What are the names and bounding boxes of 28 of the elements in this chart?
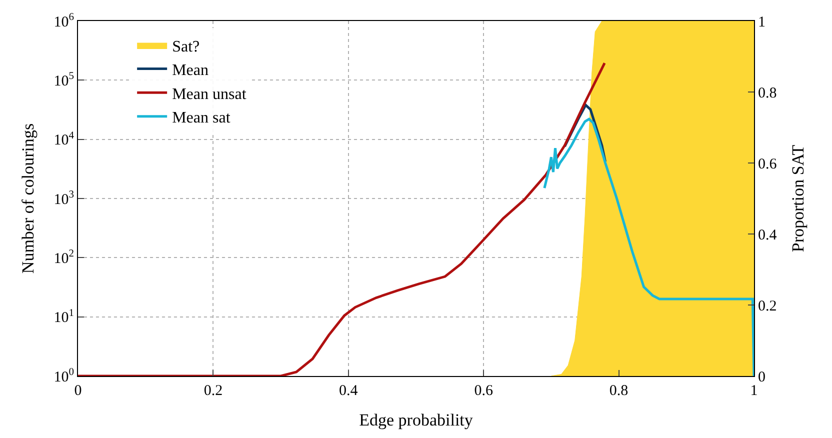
legend-label: Sat? [172,38,200,56]
x-tick-label: 0 [74,383,82,399]
y-tick-label: 10$^{5}$ [54,71,74,90]
line-series [543,118,754,376]
x-tick-label: 0.4 [339,383,358,399]
y2-axis-title: Proportion SAT [788,144,808,252]
x-tick-label: 1 [750,383,758,399]
x-tick-label: 0.6 [474,383,494,399]
y2-tick-label: 0.6 [758,156,778,172]
x-tick-label: 0.8 [609,383,628,399]
y-tick-label: 10$^{6}$ [54,12,74,30]
y2-tick-label: 1 [758,14,766,30]
y2-tick-label: 0.2 [758,298,777,314]
y2-tick-label: 0.4 [758,227,778,244]
y-tick-label: 10$^{1}$ [54,308,74,326]
legend-label: Mean sat [172,110,231,127]
y-tick-label: 10$^{0}$ [54,366,74,386]
legend-label: Mean unsat [172,86,247,103]
y-tick-label: 10$^{4}$ [54,130,75,149]
y2-tick-label: 0.8 [758,85,777,102]
x-axis-title: Edge probability [359,410,474,430]
y-axis-title: Number of colourings [18,123,38,274]
legend-label: Mean [172,62,209,80]
y-tick-label: 10$^{2}$ [54,248,74,267]
y-tick-label: 10$^{3}$ [54,189,74,208]
x-tick-label: 0.2 [204,383,223,399]
line-series [78,62,606,376]
y2-tick-label: 0 [758,369,766,386]
